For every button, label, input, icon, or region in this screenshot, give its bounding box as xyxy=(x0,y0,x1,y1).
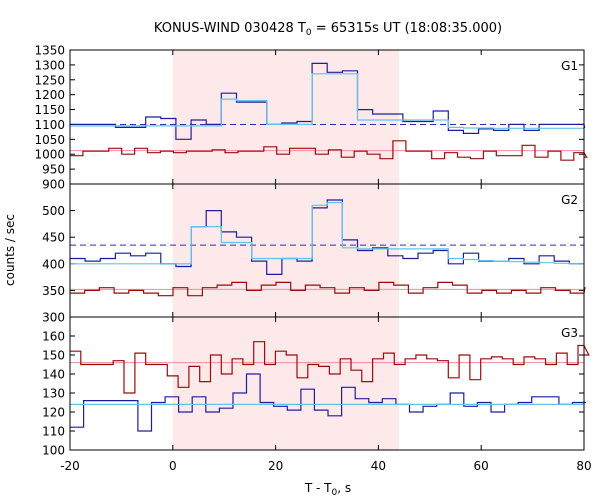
y-tick-label: 100 xyxy=(42,444,65,458)
y-tick-label: 1350 xyxy=(34,44,65,58)
y-tick-label: 1250 xyxy=(34,73,65,87)
panel-label-g3: G3 xyxy=(561,326,578,340)
xlabel-subscript: 0 xyxy=(332,488,338,498)
x-tick-label: 20 xyxy=(268,459,283,473)
y-tick-label: 130 xyxy=(42,387,65,401)
dark_red-series-g3 xyxy=(70,341,590,394)
y-tick-label: 300 xyxy=(42,311,65,325)
y-tick-label: 1150 xyxy=(34,103,65,117)
y-tick-label: 150 xyxy=(42,349,65,363)
light_blue-series-g2 xyxy=(70,202,585,265)
y-tick-label: 1200 xyxy=(34,88,65,102)
x-tick-label: 60 xyxy=(474,459,489,473)
blue-series-g2 xyxy=(70,199,585,275)
y-tick-label: 1050 xyxy=(34,133,65,147)
y-tick-label: 140 xyxy=(42,368,65,382)
y-tick-label: 950 xyxy=(42,163,65,177)
dark_red-series-g1 xyxy=(70,140,588,161)
dark_red-series-g2 xyxy=(70,281,586,297)
y-tick-label: 350 xyxy=(42,284,65,298)
xlabel-rest: , s xyxy=(337,481,351,495)
x-tick-label: 0 xyxy=(169,459,177,473)
y-tick-label: 450 xyxy=(42,231,65,245)
panel-frame xyxy=(69,316,585,451)
y-tick-label: 1100 xyxy=(34,118,65,132)
y-tick-label: 120 xyxy=(42,406,65,420)
x-tick-label: 80 xyxy=(576,459,591,473)
x-axis-label: T - T0, s xyxy=(304,481,351,498)
y-tick-label: 160 xyxy=(42,330,65,344)
light_blue-series-g1 xyxy=(70,73,585,129)
blue-series-g3 xyxy=(70,373,586,432)
blue-series-g1 xyxy=(70,62,586,140)
xlabel-main: T - T xyxy=(304,481,332,495)
y-tick-label: 500 xyxy=(42,204,65,218)
title-main: KONUS-WIND 030428 T xyxy=(154,21,306,36)
y-axis-label: counts / sec xyxy=(3,214,17,286)
x-tick-label: -20 xyxy=(60,459,80,473)
panel-label-g1: G1 xyxy=(561,59,578,73)
y-tick-label: 400 xyxy=(42,257,65,271)
plot-area: 90095010001050110011501200125013001350G1… xyxy=(34,44,591,474)
y-tick-label: 1000 xyxy=(34,148,65,162)
y-tick-label: 110 xyxy=(42,425,65,439)
panel-label-g2: G2 xyxy=(561,193,578,207)
y-tick-label: 1300 xyxy=(34,58,65,72)
x-tick-label: 40 xyxy=(371,459,386,473)
title-subscript: 0 xyxy=(306,28,312,38)
title-rest: = 65315s UT (18:08:35.000) xyxy=(312,21,502,36)
y-tick-label: 900 xyxy=(42,178,65,192)
chart-title: KONUS-WIND 030428 T0 = 65315s UT (18:08:… xyxy=(154,21,502,38)
